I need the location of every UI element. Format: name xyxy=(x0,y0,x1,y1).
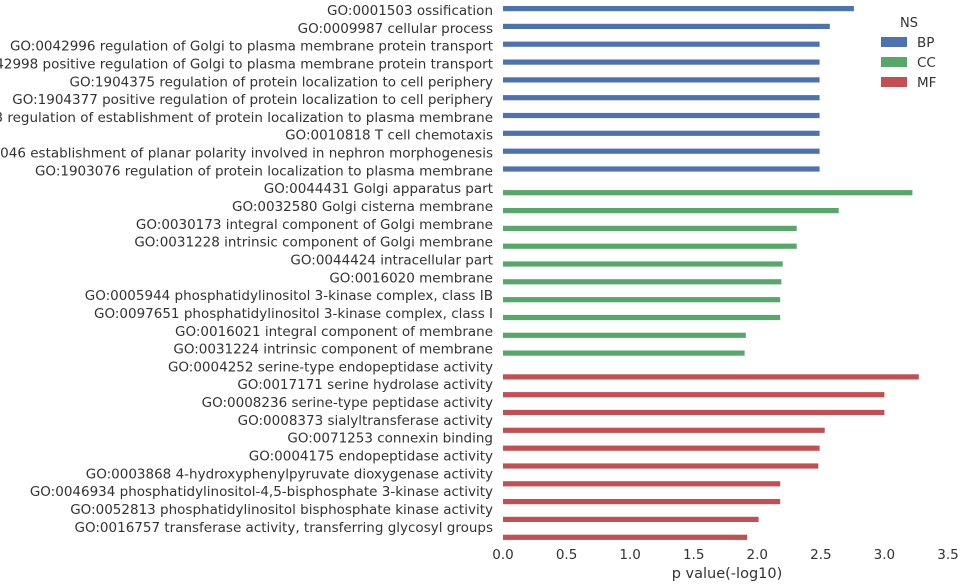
legend-label: CC xyxy=(917,55,936,71)
category-label: GO:0004175 endopeptidase activity xyxy=(249,449,493,465)
x-tick-label: 3.0 xyxy=(874,547,895,563)
bar-bp xyxy=(503,112,820,119)
bar-bp xyxy=(503,77,820,83)
bar-bp xyxy=(503,59,820,65)
bar-bp xyxy=(503,148,820,154)
category-label: GO:1904377 positive regulation of protei… xyxy=(12,92,493,108)
category-label: GO:0001503 ossification xyxy=(327,3,493,19)
category-label: GO:0044431 Golgi apparatus part xyxy=(264,181,493,197)
category-label: GO:0042998 positive regulation of Golgi … xyxy=(0,57,493,73)
x-axis-title: p value(-log10) xyxy=(672,566,783,582)
category-label: GO:0017171 serine hydrolase activity xyxy=(237,377,493,393)
category-label: GO:1903076 regulation of protein localiz… xyxy=(35,163,493,179)
x-tick-label: 2.0 xyxy=(747,547,768,563)
bar-cc xyxy=(503,314,781,321)
x-axis-ticks: 0.0 0.5 1.0 1.5 2.0 2.5 3.0 3.5 xyxy=(492,547,958,563)
bar-bp xyxy=(503,6,854,12)
category-label: GO:0030173 integral component of Golgi m… xyxy=(136,217,493,233)
category-label: GO:0042996 regulation of Golgi to plasma… xyxy=(10,39,493,55)
category-label: GO:0003868 4-hydroxyphenylpyruvate dioxy… xyxy=(86,466,493,482)
legend-label: BP xyxy=(917,35,934,51)
bar-mf xyxy=(503,499,781,505)
category-label: GO:0046934 phosphatidylinositol-4,5-bisp… xyxy=(30,484,493,500)
bars xyxy=(503,6,919,540)
bar-mf xyxy=(503,481,781,487)
x-tick-label: 2.5 xyxy=(810,547,831,563)
bar-bp xyxy=(503,95,820,101)
bar-cc xyxy=(503,350,745,356)
category-label: GO:1904375 regulation of protein localiz… xyxy=(70,74,493,90)
x-tick-label: 0.0 xyxy=(492,547,513,563)
bar-cc xyxy=(503,190,913,196)
legend-title: NS xyxy=(900,16,918,31)
bar-bp xyxy=(503,130,820,136)
bar-mf xyxy=(503,409,885,416)
category-label: GO:0044424 intracellular part xyxy=(290,253,493,269)
legend-entries: BP CC MF xyxy=(881,35,936,91)
category-label: GO:0090003 regulation of establishment o… xyxy=(0,110,493,126)
bar-mf xyxy=(503,427,825,433)
x-tick-label: 1.0 xyxy=(619,547,640,563)
bar-mf xyxy=(503,534,748,540)
legend-swatch-mf xyxy=(881,77,907,87)
bar-cc xyxy=(503,297,781,303)
bar-mf xyxy=(503,392,885,398)
bar-bp xyxy=(503,23,830,29)
category-label: GO:0008373 sialyltransferase activity xyxy=(238,413,493,429)
legend-swatch-bp xyxy=(881,37,907,47)
category-label: GO:0004252 serine-type endopeptidase act… xyxy=(168,359,493,375)
legend-label: MF xyxy=(917,75,936,91)
bar-cc xyxy=(503,279,782,285)
x-tick-label: 1.5 xyxy=(683,547,704,563)
category-label: GO:0032580 Golgi cisterna membrane xyxy=(232,199,493,215)
x-tick-label: 3.5 xyxy=(937,547,958,563)
bar-bp xyxy=(503,166,820,172)
bar-mf xyxy=(503,374,919,380)
category-label: GO:0072046 establishment of planar polar… xyxy=(0,146,493,162)
bar-cc xyxy=(503,261,783,267)
category-label: GO:0031224 intrinsic component of membra… xyxy=(173,342,493,358)
category-label: GO:0097651 phosphatidylinositol 3-kinase… xyxy=(94,306,493,322)
category-label: GO:0016020 membrane xyxy=(329,270,493,286)
bar-cc xyxy=(503,332,746,338)
bar-cc xyxy=(503,208,839,214)
category-label: GO:0071253 connexin binding xyxy=(287,431,493,447)
category-label: GO:0005944 phosphatidylinositol 3-kinase… xyxy=(85,288,493,304)
bar-mf xyxy=(503,516,759,522)
category-label: GO:0016757 transferase activity, transfe… xyxy=(75,520,493,536)
bar-mf xyxy=(503,463,819,469)
category-label: GO:0008236 serine-type peptidase activit… xyxy=(202,395,493,411)
bar-cc xyxy=(503,243,797,249)
category-labels: GO:0001503 ossification GO:0009987 cellul… xyxy=(0,3,493,536)
bar-bp xyxy=(503,41,820,47)
bar-cc xyxy=(503,225,797,231)
legend-swatch-cc xyxy=(881,57,907,67)
category-label: GO:0052813 phosphatidylinositol bisphosp… xyxy=(70,502,493,518)
category-label: GO:0009987 cellular process xyxy=(298,21,493,37)
category-label: GO:0016021 integral component of membran… xyxy=(175,324,493,340)
legend: NS BP CC MF xyxy=(881,16,936,91)
category-label: GO:0031228 intrinsic component of Golgi … xyxy=(134,235,493,251)
x-tick-label: 0.5 xyxy=(556,547,577,563)
bar-mf xyxy=(503,445,820,451)
category-label: GO:0010818 T cell chemotaxis xyxy=(285,128,493,144)
